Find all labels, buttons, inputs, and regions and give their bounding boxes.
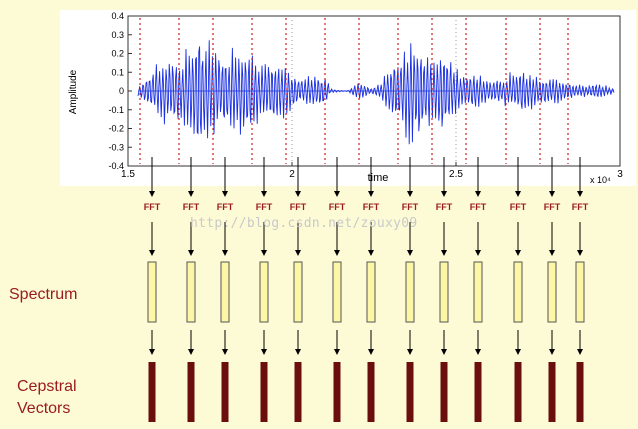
- spectrum-bar: [186, 261, 196, 323]
- fft-label: FFT: [402, 202, 419, 212]
- cepstral-bar: [187, 362, 195, 422]
- spectrum-bar: [293, 261, 303, 323]
- x-tick-label: 1.5: [121, 169, 135, 180]
- cepstral-bar: [260, 362, 268, 422]
- y-tick-label: 0.1: [111, 67, 124, 77]
- spectrum-bar: [332, 261, 342, 323]
- waveform-trace: [137, 40, 615, 145]
- spectrum-bar: [405, 261, 415, 323]
- cepstral-bar: [514, 362, 522, 422]
- fft-label: FFT: [144, 202, 161, 212]
- frame-column: FFT: [363, 157, 380, 422]
- spectrum-bar: [547, 261, 557, 323]
- frame-column: FFT: [290, 157, 307, 422]
- cepstral-bar: [576, 362, 584, 422]
- x-axis-label: time: [368, 172, 389, 184]
- fft-label: FFT: [329, 202, 346, 212]
- frame-column: FFT: [572, 157, 589, 422]
- y-tick-labels: 0.4 0.3 0.2 0.1 0 -0.1 -0.2 -0.3 -0.4: [108, 11, 132, 171]
- cepstral-label-line2: Vectors: [17, 400, 71, 417]
- cepstral-bar: [406, 362, 414, 422]
- spectrum-bar: [473, 261, 483, 323]
- frame-column: FFT: [510, 157, 527, 422]
- cepstral-bar: [474, 362, 482, 422]
- fft-label: FFT: [256, 202, 273, 212]
- fft-label: FFT: [510, 202, 527, 212]
- spectrum-bar: [575, 261, 585, 323]
- y-axis-label: Amplitude: [68, 69, 79, 114]
- frame-column: FFT: [436, 157, 453, 422]
- x-tick-labels: 1.5 2 2.5 3: [121, 162, 623, 180]
- frame-markers: [139, 18, 569, 164]
- y-tick-label: 0.4: [111, 11, 124, 21]
- y-tick-label: -0.1: [108, 105, 124, 115]
- y-tick-label: -0.3: [108, 142, 124, 152]
- y-tick-label: 0: [119, 86, 124, 96]
- frame-column: FFT: [183, 157, 200, 422]
- frame-column: FFT: [144, 157, 161, 422]
- watermark: http://blog.csdn.net/zouxy09: [190, 216, 418, 231]
- y-tick-label: 0.2: [111, 49, 124, 59]
- cepstral-bar: [294, 362, 302, 422]
- fft-label: FFT: [363, 202, 380, 212]
- x-axis-exponent: x 10⁴: [590, 175, 611, 185]
- x-tick-label: 3: [617, 169, 623, 180]
- cepstral-bar: [367, 362, 375, 422]
- cepstral-bar: [440, 362, 448, 422]
- cepstral-bar: [548, 362, 556, 422]
- frame-column: FFT: [217, 157, 234, 422]
- y-tick-label: -0.2: [108, 124, 124, 134]
- waveform-line: [137, 40, 615, 145]
- spectrum-bar: [513, 261, 523, 323]
- cepstral-bar: [148, 362, 156, 422]
- fft-label: FFT: [572, 202, 589, 212]
- x-tick-label: 2.5: [449, 169, 463, 180]
- fft-label: FFT: [290, 202, 307, 212]
- fft-label: FFT: [470, 202, 487, 212]
- cepstral-bar: [333, 362, 341, 422]
- frame-columns: FFT FFT FFT FFT FFT FFT FFT FFT FFT FFT FFT FFT FFT: [144, 157, 589, 422]
- cepstral-bar: [221, 362, 229, 422]
- frame-column: FFT: [470, 157, 487, 422]
- spectrum-bar: [439, 261, 449, 323]
- frame-column: FFT: [329, 157, 346, 422]
- y-tick-label: -0.4: [108, 161, 124, 171]
- spectrum-bar: [147, 261, 157, 323]
- fft-label: FFT: [436, 202, 453, 212]
- frame-column: FFT: [402, 157, 419, 422]
- spectrum-bar: [259, 261, 269, 323]
- y-tick-label: 0.3: [111, 30, 124, 40]
- fft-label: FFT: [544, 202, 561, 212]
- spectrum-bar: [366, 261, 376, 323]
- spectrum-bar: [220, 261, 230, 323]
- x-tick-label: 2: [289, 169, 295, 180]
- plot-grid: [291, 16, 457, 166]
- fft-label: FFT: [183, 202, 200, 212]
- frame-column: FFT: [256, 157, 273, 422]
- spectrum-label: Spectrum: [9, 286, 78, 303]
- frame-column: FFT: [544, 157, 561, 422]
- fft-label: FFT: [217, 202, 234, 212]
- cepstral-label-line1: Cepstral: [17, 378, 77, 395]
